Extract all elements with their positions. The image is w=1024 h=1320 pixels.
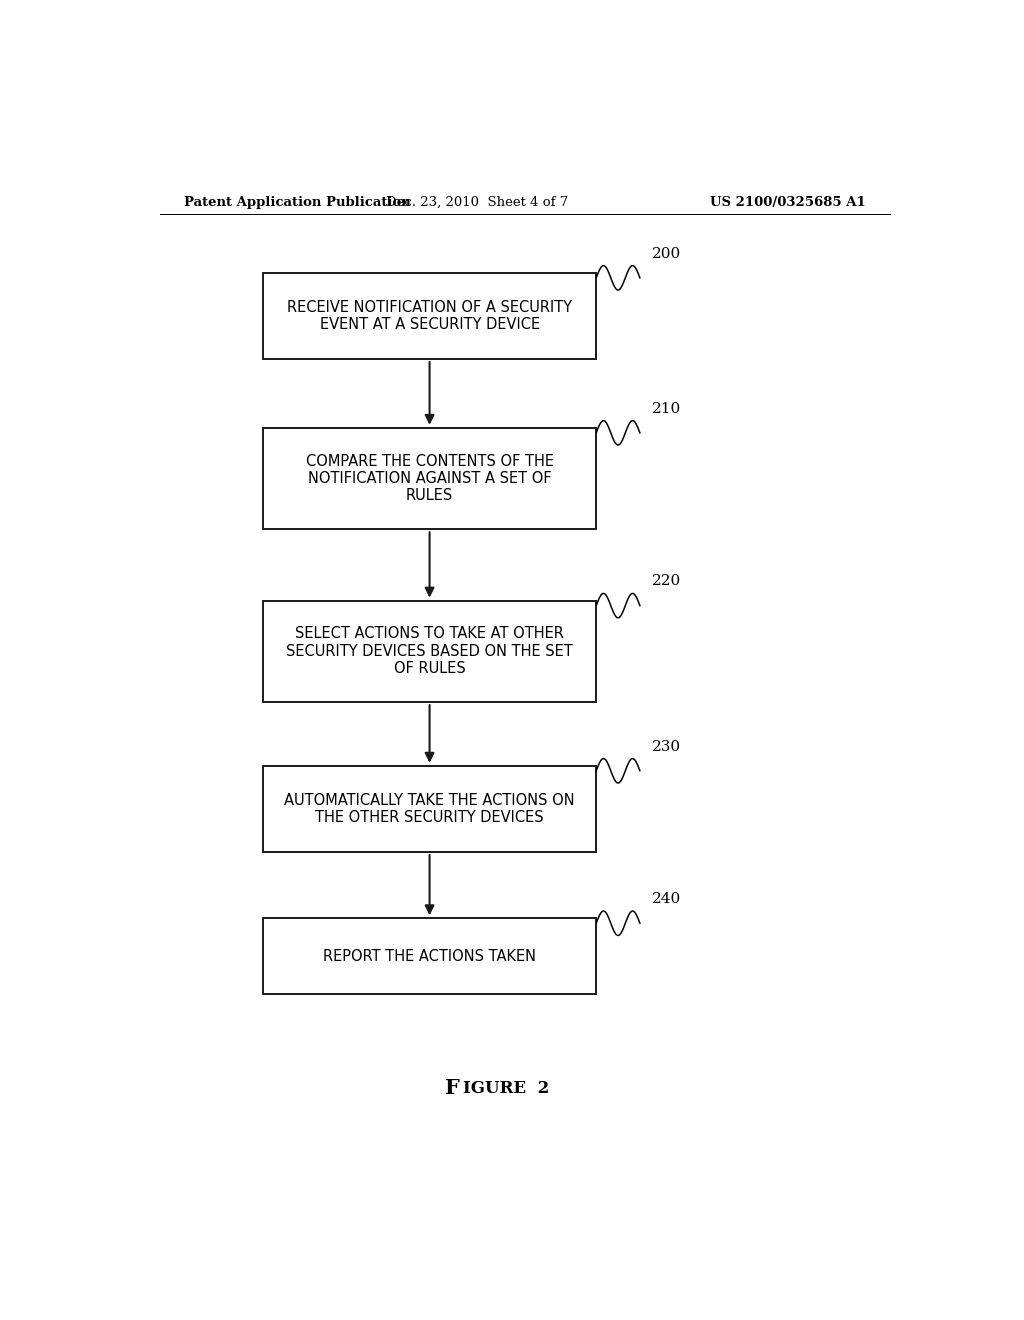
Bar	[263, 601, 596, 702]
Bar	[263, 919, 596, 994]
Text: COMPARE THE CONTENTS OF THE
NOTIFICATION AGAINST A SET OF
RULES: COMPARE THE CONTENTS OF THE NOTIFICATION…	[305, 454, 554, 503]
Bar	[263, 273, 596, 359]
Text: 220: 220	[652, 574, 681, 589]
Bar	[263, 428, 596, 529]
Text: Patent Application Publication: Patent Application Publication	[183, 195, 411, 209]
Text: IGURE  2: IGURE 2	[463, 1080, 549, 1097]
Bar	[263, 766, 596, 853]
Text: F: F	[445, 1078, 460, 1098]
Text: US 2100/0325685 A1: US 2100/0325685 A1	[711, 195, 866, 209]
Text: REPORT THE ACTIONS TAKEN: REPORT THE ACTIONS TAKEN	[323, 949, 537, 964]
Text: 200: 200	[652, 247, 681, 260]
Text: 210: 210	[652, 401, 681, 416]
Text: Dec. 23, 2010  Sheet 4 of 7: Dec. 23, 2010 Sheet 4 of 7	[386, 195, 568, 209]
Text: 240: 240	[652, 892, 681, 906]
Text: AUTOMATICALLY TAKE THE ACTIONS ON
THE OTHER SECURITY DEVICES: AUTOMATICALLY TAKE THE ACTIONS ON THE OT…	[285, 793, 574, 825]
Text: RECEIVE NOTIFICATION OF A SECURITY
EVENT AT A SECURITY DEVICE: RECEIVE NOTIFICATION OF A SECURITY EVENT…	[287, 300, 572, 333]
Text: 230: 230	[652, 739, 681, 754]
Text: SELECT ACTIONS TO TAKE AT OTHER
SECURITY DEVICES BASED ON THE SET
OF RULES: SELECT ACTIONS TO TAKE AT OTHER SECURITY…	[286, 627, 573, 676]
